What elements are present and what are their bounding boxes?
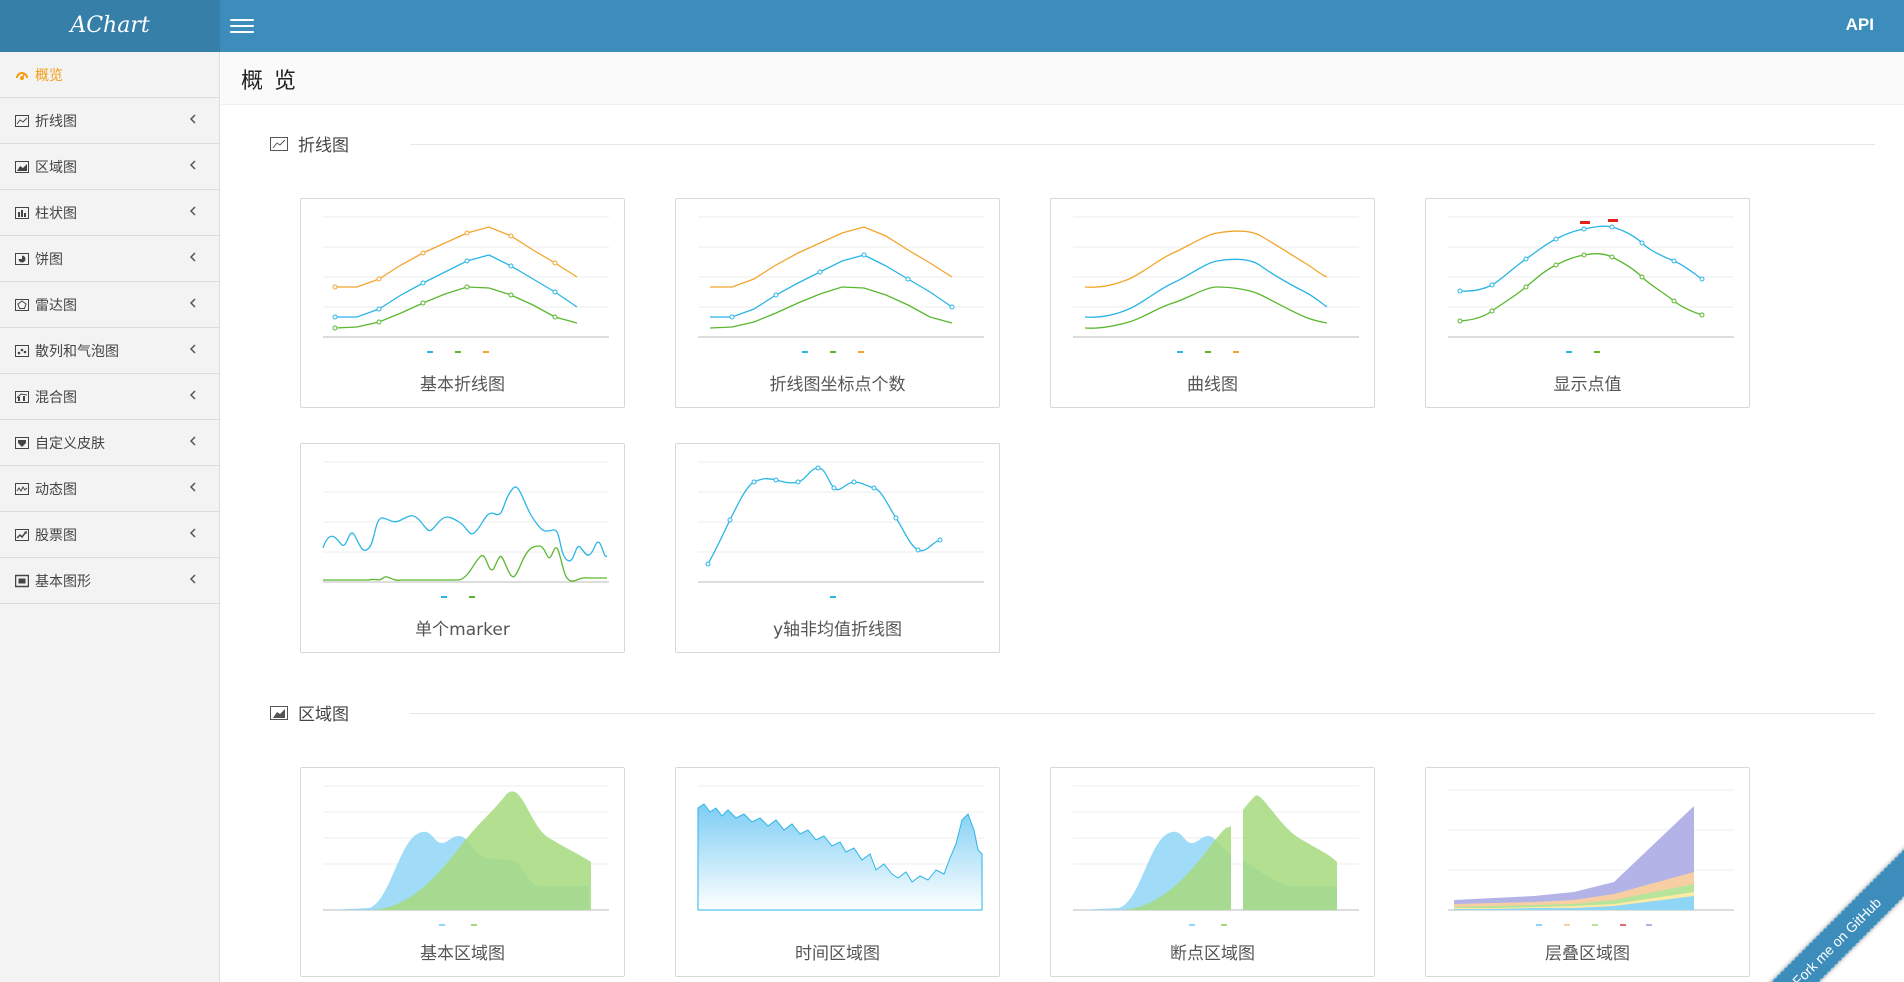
theme-icon xyxy=(15,436,29,449)
section-heading-line: 折线图 xyxy=(270,131,349,156)
section-title: 折线图 xyxy=(298,136,349,156)
api-link[interactable]: API xyxy=(1845,15,1874,34)
sidebar-item-label: 柱状图 xyxy=(35,205,77,222)
chart-card-title: 显示点值 xyxy=(1553,375,1622,395)
chevron-left-icon xyxy=(189,482,196,492)
chart-card-title: 单个marker xyxy=(415,620,510,640)
chart-card-title: 时间区域图 xyxy=(795,944,880,964)
sidebar-item-label: 散列和气泡图 xyxy=(35,343,119,360)
chevron-left-icon xyxy=(189,574,196,584)
chart-card-title: 层叠区域图 xyxy=(1545,944,1630,964)
line-chart-icon xyxy=(15,114,29,127)
area-chart-icon xyxy=(15,160,29,173)
chevron-left-icon xyxy=(189,206,196,216)
chevron-left-icon xyxy=(189,160,196,170)
sidebar-item-label: 饼图 xyxy=(35,251,63,268)
chevron-left-icon xyxy=(189,344,196,354)
combo-chart-icon xyxy=(15,390,29,403)
chart-card-line-points[interactable]: 折线图坐标点个数 xyxy=(675,198,1000,408)
chevron-left-icon xyxy=(189,528,196,538)
sidebar-item-label: 雷达图 xyxy=(35,297,77,314)
sidebar-item-label: 区域图 xyxy=(35,159,77,176)
chart-card-title: 曲线图 xyxy=(1187,375,1238,395)
chevron-left-icon xyxy=(189,436,196,446)
radar-chart-icon xyxy=(15,298,29,311)
stock-chart-icon xyxy=(15,528,29,541)
line-chart-thumbnail xyxy=(323,216,609,353)
sidebar-item-label: 动态图 xyxy=(35,481,77,498)
sidebar-item-stock[interactable]: 股票图 xyxy=(0,512,219,558)
sidebar-item-label: 股票图 xyxy=(35,527,77,544)
sidebar-item-label: 自定义皮肤 xyxy=(35,435,105,452)
sidebar-item-bar[interactable]: 柱状图 xyxy=(0,190,219,236)
sidebar-item-label: 折线图 xyxy=(35,113,77,130)
chart-card-single-marker[interactable]: 单个marker xyxy=(300,443,625,653)
area-chart-thumbnail xyxy=(697,785,984,911)
chart-card-title: 断点区域图 xyxy=(1170,944,1255,964)
brand-logo[interactable]: AChart xyxy=(0,0,220,52)
sidebar-item-label: 概览 xyxy=(35,67,63,84)
area-chart-icon xyxy=(270,705,288,720)
dashboard-icon xyxy=(16,71,28,80)
sidebar-item-shapes[interactable]: 基本图形 xyxy=(0,558,219,604)
chart-card-broken-area[interactable]: 断点区域图 xyxy=(1050,767,1375,977)
page-title: 概 览 xyxy=(241,69,298,94)
chevron-left-icon xyxy=(189,390,196,400)
area-chart-thumbnail xyxy=(1073,785,1359,926)
line-chart-thumbnail xyxy=(322,461,609,598)
sidebar-item-dynamic[interactable]: 动态图 xyxy=(0,466,219,512)
chevron-left-icon xyxy=(189,298,196,308)
pie-chart-icon xyxy=(15,252,29,265)
curve-chart-thumbnail xyxy=(1073,216,1359,353)
section-heading-area: 区域图 xyxy=(270,700,349,725)
dynamic-chart-icon xyxy=(15,482,29,495)
area-chart-thumbnail xyxy=(323,785,609,926)
sidebar-item-radar[interactable]: 雷达图 xyxy=(0,282,219,328)
sidebar: 概览 折线图 区域图 柱状图 饼图 雷达图 散列和气泡图 混合图 自定义皮肤 xyxy=(0,52,220,982)
menu-toggle-icon[interactable] xyxy=(230,16,254,36)
shape-icon xyxy=(15,574,29,587)
sidebar-item-theme[interactable]: 自定义皮肤 xyxy=(0,420,219,466)
chart-card-basic-area[interactable]: 基本区域图 xyxy=(300,767,625,977)
sidebar-item-label: 基本图形 xyxy=(35,573,91,590)
sidebar-item-pie[interactable]: 饼图 xyxy=(0,236,219,282)
chart-card-curve[interactable]: 曲线图 xyxy=(1050,198,1375,408)
sidebar-item-label: 混合图 xyxy=(35,389,77,406)
chevron-left-icon xyxy=(189,114,196,124)
chart-card-stacked-area[interactable]: 层叠区域图 xyxy=(1425,767,1750,977)
sidebar-item-combo[interactable]: 混合图 xyxy=(0,374,219,420)
top-navbar: AChart API xyxy=(0,0,1904,52)
scatter-chart-icon xyxy=(15,344,29,357)
content-header: 概 览 xyxy=(221,52,1904,105)
chart-card-basic-line[interactable]: 基本折线图 xyxy=(300,198,625,408)
section-divider xyxy=(410,144,1875,145)
sidebar-item-scatter[interactable]: 散列和气泡图 xyxy=(0,328,219,374)
chart-card-title: 基本折线图 xyxy=(420,375,505,395)
github-fork-ribbon[interactable]: Fork me on GitHub xyxy=(1732,837,1904,982)
area-chart-thumbnail xyxy=(1448,789,1734,926)
line-chart-icon xyxy=(270,136,288,151)
sidebar-item-area[interactable]: 区域图 xyxy=(0,144,219,190)
sidebar-item-line[interactable]: 折线图 xyxy=(0,98,219,144)
chart-card-title: 基本区域图 xyxy=(420,944,505,964)
chevron-left-icon xyxy=(189,252,196,262)
section-divider xyxy=(410,713,1875,714)
line-chart-thumbnail xyxy=(698,216,984,353)
chart-card-point-values[interactable]: 显示点值 xyxy=(1425,198,1750,408)
sidebar-item-overview[interactable]: 概览 xyxy=(0,52,219,98)
chart-card-y-nonuniform[interactable]: y轴非均值折线图 xyxy=(675,443,1000,653)
chart-card-title: y轴非均值折线图 xyxy=(772,620,903,640)
chart-card-title: 折线图坐标点个数 xyxy=(769,375,906,395)
chart-card-time-area[interactable]: 时间区域图 xyxy=(675,767,1000,977)
line-chart-thumbnail xyxy=(1448,216,1734,353)
section-title: 区域图 xyxy=(298,705,349,725)
line-chart-thumbnail xyxy=(698,461,984,598)
bar-chart-icon xyxy=(15,206,29,219)
